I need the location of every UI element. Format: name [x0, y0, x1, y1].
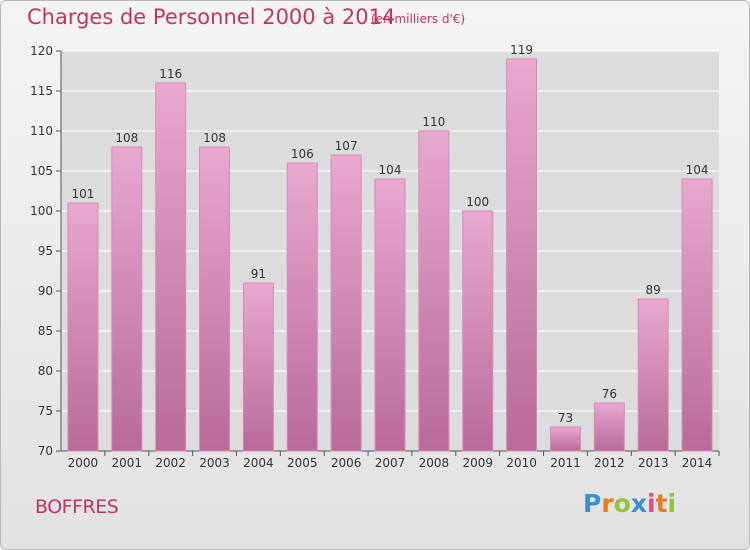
- x-tick-label: 2008: [419, 456, 450, 470]
- data-label: 101: [71, 187, 94, 201]
- y-tick-label: 75: [38, 404, 53, 418]
- bar: [155, 82, 187, 452]
- bar: [330, 154, 362, 452]
- logo-letter: P: [583, 489, 602, 518]
- bar: [681, 178, 713, 452]
- bar: [593, 402, 625, 452]
- x-tick-label: 2011: [550, 456, 581, 470]
- bar: [374, 178, 406, 452]
- data-label: 106: [291, 147, 314, 161]
- bar: [199, 146, 231, 452]
- bar: [418, 130, 450, 452]
- x-tick-label: 2004: [243, 456, 274, 470]
- logo-letter: x: [630, 489, 647, 518]
- x-tick-label: 2007: [375, 456, 406, 470]
- data-label: 73: [558, 411, 573, 425]
- logo-letter: i: [647, 489, 656, 518]
- x-tick-label: 2006: [331, 456, 362, 470]
- bar: [462, 210, 494, 452]
- proxiti-logo: Proxiti: [583, 489, 676, 518]
- y-tick-label: 100: [30, 204, 53, 218]
- bar: [286, 162, 318, 452]
- logo-letter: t: [655, 489, 668, 518]
- data-label: 119: [510, 43, 533, 57]
- x-tick-label: 2010: [506, 456, 537, 470]
- bar: [637, 298, 669, 452]
- bar: [67, 202, 99, 452]
- y-tick-label: 90: [38, 284, 53, 298]
- x-tick-label: 2013: [638, 456, 669, 470]
- commune-name: BOFFRES: [35, 496, 119, 518]
- y-tick-label: 85: [38, 324, 53, 338]
- x-tick-label: 2001: [112, 456, 143, 470]
- y-tick-label: 80: [38, 364, 53, 378]
- bar: [242, 282, 274, 452]
- data-label: 100: [466, 195, 489, 209]
- x-tick-label: 2009: [462, 456, 493, 470]
- x-tick-label: 2014: [682, 456, 713, 470]
- logo-letter: i: [667, 489, 677, 518]
- x-tick-label: 2000: [68, 456, 99, 470]
- bar: [506, 58, 538, 452]
- bar: [111, 146, 143, 452]
- data-label: 76: [602, 387, 617, 401]
- data-label: 107: [335, 139, 358, 153]
- data-label: 104: [686, 163, 709, 177]
- data-label: 108: [115, 131, 138, 145]
- bar: [549, 426, 581, 452]
- logo-letter: r: [601, 489, 614, 518]
- y-tick-label: 120: [30, 44, 53, 58]
- data-label: 108: [203, 131, 226, 145]
- data-label: 89: [646, 283, 661, 297]
- x-tick-label: 2003: [199, 456, 230, 470]
- y-tick-label: 110: [30, 124, 53, 138]
- y-tick-label: 115: [30, 84, 53, 98]
- y-tick-label: 105: [30, 164, 53, 178]
- data-label: 104: [379, 163, 402, 177]
- data-label: 91: [251, 267, 266, 281]
- data-label: 110: [422, 115, 445, 129]
- data-label: 116: [159, 67, 182, 81]
- chart-title: Charges de Personnel 2000 à 2014: [27, 5, 396, 29]
- x-tick-label: 2005: [287, 456, 318, 470]
- y-tick-label: 70: [38, 444, 53, 458]
- x-tick-label: 2012: [594, 456, 625, 470]
- logo-letter: o: [613, 489, 631, 518]
- x-tick-label: 2002: [155, 456, 186, 470]
- chart-subtitle: (en milliers d'€): [371, 12, 466, 26]
- y-tick-label: 95: [38, 244, 53, 258]
